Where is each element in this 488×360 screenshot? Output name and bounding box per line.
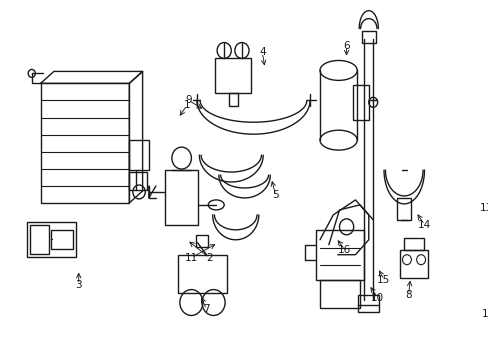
Bar bbox=[30, 225, 49, 254]
Text: 13: 13 bbox=[479, 203, 488, 213]
Bar bbox=[315, 230, 364, 280]
Bar bbox=[129, 172, 147, 190]
Text: 8: 8 bbox=[405, 289, 411, 300]
Text: 9: 9 bbox=[185, 95, 192, 105]
Text: 14: 14 bbox=[417, 220, 430, 230]
Text: 3: 3 bbox=[75, 280, 82, 289]
Text: 11: 11 bbox=[184, 253, 198, 263]
Bar bbox=[361, 31, 375, 42]
Bar bbox=[195, 235, 208, 247]
Text: 6: 6 bbox=[343, 41, 349, 50]
Bar bbox=[357, 294, 379, 312]
Bar bbox=[164, 170, 198, 225]
Bar bbox=[399, 250, 427, 278]
Text: 12: 12 bbox=[481, 310, 488, 319]
Bar bbox=[51, 230, 73, 249]
Text: 10: 10 bbox=[370, 293, 384, 302]
Bar bbox=[404, 238, 423, 250]
Bar bbox=[178, 255, 226, 293]
Bar bbox=[129, 140, 148, 170]
Bar bbox=[396, 198, 410, 220]
Text: 2: 2 bbox=[205, 253, 212, 263]
Text: 7: 7 bbox=[203, 305, 209, 315]
Text: 1: 1 bbox=[183, 100, 190, 110]
Bar bbox=[319, 280, 359, 307]
Bar bbox=[27, 222, 76, 257]
Bar bbox=[215, 58, 250, 93]
Text: 16: 16 bbox=[338, 245, 351, 255]
Text: 4: 4 bbox=[259, 48, 265, 58]
Bar bbox=[41, 84, 129, 203]
Text: 5: 5 bbox=[272, 190, 278, 200]
Bar bbox=[352, 85, 368, 120]
Text: 15: 15 bbox=[376, 275, 390, 285]
